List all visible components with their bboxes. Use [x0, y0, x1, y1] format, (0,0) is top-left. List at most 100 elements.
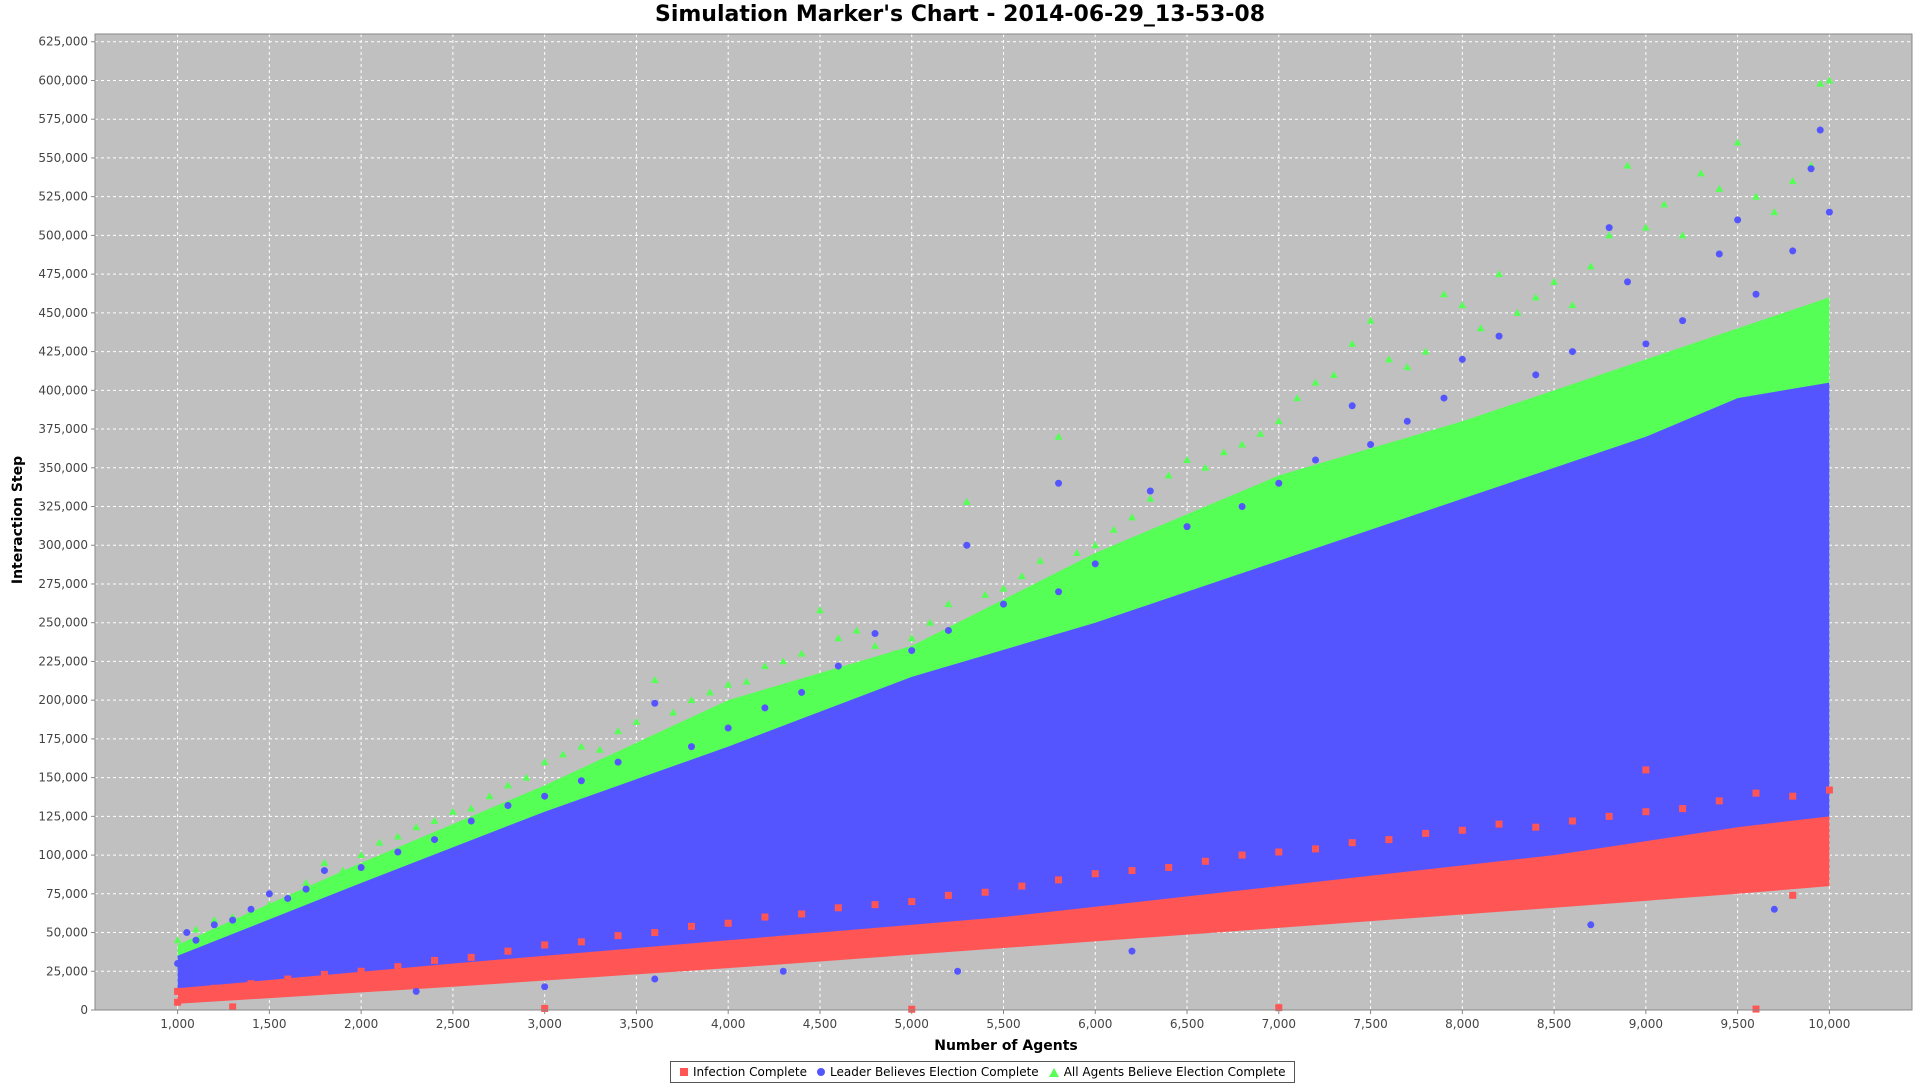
- legend-label-leader: Leader Believes Election Complete: [829, 1065, 1039, 1079]
- triangle-point: [577, 742, 586, 750]
- triangle-point: [724, 680, 733, 688]
- circle-point: [247, 905, 255, 913]
- circle-point: [284, 894, 292, 902]
- y-tick-label: 50,000: [46, 926, 88, 940]
- triangle-point: [1366, 316, 1375, 324]
- triangle-point: [191, 925, 200, 933]
- x-tick-label: 5,000: [895, 1017, 929, 1031]
- circle-point: [229, 916, 237, 924]
- triangle-point: [999, 584, 1008, 592]
- square-point: [1128, 867, 1136, 875]
- square-point: [1642, 808, 1650, 816]
- triangle-point: [1751, 192, 1760, 200]
- triangle-point: [338, 866, 347, 874]
- triangle-point: [797, 649, 806, 657]
- triangle-point: [173, 936, 182, 944]
- circle-point: [577, 777, 585, 785]
- square-point: [908, 1005, 916, 1013]
- triangle-point: [412, 823, 421, 831]
- square-point: [834, 904, 842, 912]
- circle-point: [1146, 487, 1154, 495]
- x-tick-label: 4,000: [711, 1017, 745, 1031]
- triangle-point: [1531, 293, 1540, 301]
- square-point: [761, 913, 769, 921]
- circle-point: [908, 647, 916, 655]
- circle-point: [1532, 371, 1540, 379]
- circle-point: [1183, 523, 1191, 531]
- y-tick-label: 475,000: [38, 267, 88, 281]
- circle-point: [1091, 560, 1099, 568]
- triangle-point: [944, 600, 953, 608]
- square-point: [1789, 792, 1797, 800]
- triangle-point: [559, 750, 568, 758]
- circle-point: [779, 967, 787, 975]
- circle-point: [541, 983, 549, 991]
- triangle-point: [302, 878, 311, 886]
- square-point: [247, 980, 255, 988]
- square-point: [320, 970, 328, 978]
- square-point: [1789, 891, 1797, 899]
- circle-point: [431, 836, 439, 844]
- square-point: [614, 932, 622, 940]
- triangle-point: [503, 781, 512, 789]
- square-point: [908, 898, 916, 906]
- triangle-point: [1403, 363, 1412, 371]
- density-bands: [177, 297, 1830, 1004]
- density-band: [177, 382, 1830, 992]
- triangle-point: [779, 657, 788, 665]
- square-point: [394, 963, 402, 971]
- circle-point: [504, 802, 512, 810]
- density-band: [177, 816, 1830, 1004]
- x-tick-label: 2,500: [436, 1017, 470, 1031]
- square-point: [651, 929, 659, 937]
- circle-point: [394, 848, 402, 856]
- circle-point: [1605, 224, 1613, 232]
- triangle-point: [834, 634, 843, 642]
- circle-point: [1440, 394, 1448, 402]
- triangle-point: [1816, 79, 1825, 87]
- triangle-point: [650, 676, 659, 684]
- x-tick-label: 2,000: [344, 1017, 378, 1031]
- triangle-point: [1329, 370, 1338, 378]
- y-tick-label: 575,000: [38, 112, 88, 126]
- circle-point: [963, 541, 971, 549]
- x-axis-label: Number of Agents: [934, 1038, 1078, 1054]
- circle-point: [687, 743, 695, 751]
- x-tick-label: 6,500: [1170, 1017, 1204, 1031]
- circle-point: [302, 885, 310, 893]
- square-point: [541, 941, 549, 949]
- triangle-point: [1678, 231, 1687, 239]
- triangle-point: [1146, 494, 1155, 502]
- x-tick-label: 10,000: [1808, 1017, 1850, 1031]
- circle-point: [1825, 208, 1833, 216]
- square-point: [1275, 848, 1283, 856]
- triangle-point: [926, 618, 935, 626]
- y-tick-label: 300,000: [38, 538, 88, 552]
- y-tick-label: 600,000: [38, 73, 88, 87]
- triangle-point: [595, 745, 604, 753]
- square-point: [1091, 870, 1099, 878]
- triangle-point: [742, 677, 751, 685]
- x-tick-label: 1,500: [252, 1017, 286, 1031]
- triangle-point: [614, 727, 623, 735]
- triangle-point: [1072, 548, 1081, 556]
- square-point: [944, 891, 952, 899]
- y-tick-label: 275,000: [38, 577, 88, 591]
- y-tick-label: 350,000: [38, 461, 88, 475]
- triangle-point: [1458, 301, 1467, 309]
- x-tick-label: 4,500: [803, 1017, 837, 1031]
- triangle-point: [871, 641, 880, 649]
- x-tick-label: 7,500: [1353, 1017, 1387, 1031]
- triangle-point: [357, 851, 366, 859]
- triangle-point: [1586, 262, 1595, 270]
- y-tick-label: 425,000: [38, 345, 88, 359]
- triangle-point: [962, 497, 971, 505]
- y-tick-label: 550,000: [38, 151, 88, 165]
- circle-point: [1789, 247, 1797, 255]
- triangle-point: [705, 688, 714, 696]
- circle-point: [1367, 441, 1375, 449]
- triangle-point: [265, 900, 274, 908]
- triangle-point: [1348, 339, 1357, 347]
- square-point: [210, 984, 218, 992]
- square-point: [1201, 857, 1209, 865]
